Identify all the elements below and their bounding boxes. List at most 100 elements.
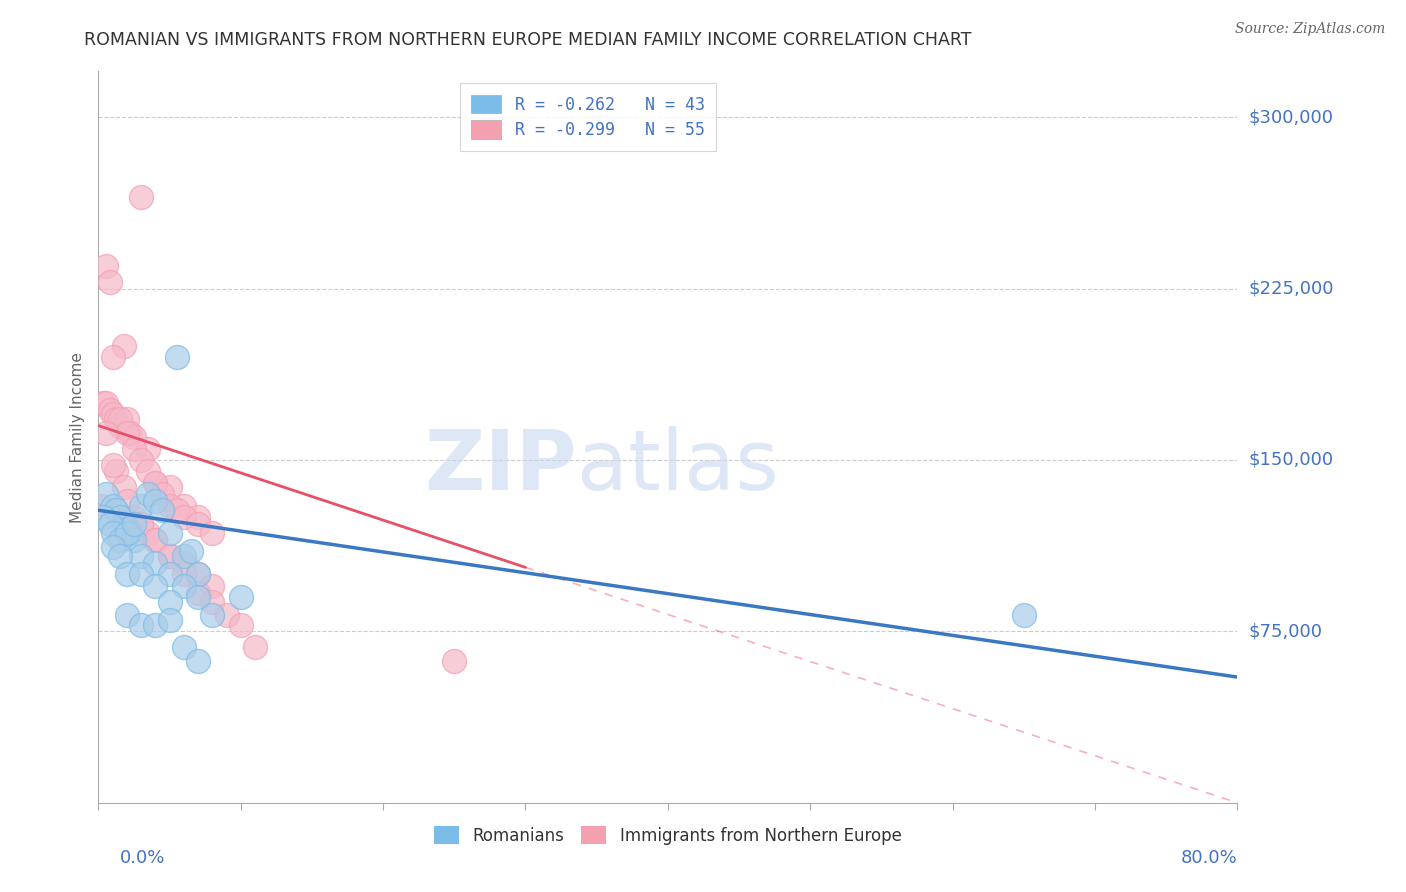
Point bbox=[108, 533, 131, 547]
Point bbox=[115, 526, 138, 541]
Point bbox=[94, 396, 117, 410]
Point bbox=[129, 516, 152, 531]
Text: $75,000: $75,000 bbox=[1249, 623, 1323, 640]
Point bbox=[118, 425, 141, 440]
Point bbox=[243, 640, 266, 655]
Point bbox=[136, 487, 159, 501]
Point bbox=[112, 516, 135, 531]
Point bbox=[152, 487, 174, 501]
Point bbox=[173, 579, 195, 593]
Point bbox=[101, 407, 124, 421]
Point bbox=[145, 533, 167, 547]
Point bbox=[173, 640, 195, 655]
Point bbox=[115, 567, 138, 582]
Point bbox=[101, 350, 124, 364]
Point bbox=[115, 494, 138, 508]
Point bbox=[122, 533, 145, 547]
Point bbox=[108, 510, 131, 524]
Point bbox=[136, 464, 159, 478]
Point bbox=[108, 549, 131, 563]
Legend: Romanians, Immigrants from Northern Europe: Romanians, Immigrants from Northern Euro… bbox=[426, 818, 910, 853]
Point bbox=[118, 526, 141, 541]
Point bbox=[104, 411, 127, 425]
Point bbox=[229, 617, 252, 632]
Point bbox=[94, 259, 117, 273]
Point bbox=[159, 549, 181, 563]
Point bbox=[159, 549, 181, 563]
Point bbox=[180, 544, 202, 558]
Point bbox=[201, 594, 224, 608]
Point bbox=[101, 499, 124, 513]
Point bbox=[98, 275, 121, 289]
Point bbox=[159, 594, 181, 608]
Y-axis label: Median Family Income: Median Family Income bbox=[70, 351, 86, 523]
Point bbox=[187, 510, 209, 524]
Point bbox=[443, 654, 465, 668]
Point bbox=[98, 402, 121, 417]
Point bbox=[129, 516, 152, 531]
Point bbox=[145, 617, 167, 632]
Point bbox=[129, 567, 152, 582]
Point bbox=[108, 411, 131, 425]
Text: $225,000: $225,000 bbox=[1249, 279, 1334, 298]
Text: ROMANIAN VS IMMIGRANTS FROM NORTHERN EUROPE MEDIAN FAMILY INCOME CORRELATION CHA: ROMANIAN VS IMMIGRANTS FROM NORTHERN EUR… bbox=[84, 31, 972, 49]
Point bbox=[115, 521, 138, 535]
Point bbox=[129, 549, 152, 563]
Point bbox=[101, 526, 124, 541]
Point bbox=[152, 503, 174, 517]
Text: ZIP: ZIP bbox=[425, 425, 576, 507]
Point bbox=[187, 567, 209, 582]
Text: $150,000: $150,000 bbox=[1249, 451, 1333, 469]
Point bbox=[122, 510, 145, 524]
Point bbox=[173, 549, 195, 563]
Point bbox=[108, 418, 131, 433]
Point bbox=[115, 411, 138, 425]
Point bbox=[122, 442, 145, 456]
Point bbox=[104, 464, 127, 478]
Point bbox=[173, 499, 195, 513]
Point bbox=[94, 487, 117, 501]
Point bbox=[187, 590, 209, 604]
Point bbox=[101, 458, 124, 472]
Point bbox=[145, 533, 167, 547]
Text: atlas: atlas bbox=[576, 425, 779, 507]
Point bbox=[145, 475, 167, 490]
Point bbox=[115, 425, 138, 440]
Point bbox=[173, 556, 195, 570]
Point bbox=[187, 585, 209, 599]
Point bbox=[229, 590, 252, 604]
Point bbox=[187, 654, 209, 668]
Point bbox=[215, 608, 238, 623]
Text: $300,000: $300,000 bbox=[1249, 108, 1333, 126]
Point bbox=[145, 579, 167, 593]
Point bbox=[166, 350, 188, 364]
Point bbox=[166, 503, 188, 517]
Point bbox=[159, 613, 181, 627]
Text: 0.0%: 0.0% bbox=[120, 849, 165, 867]
Point bbox=[201, 608, 224, 623]
Point bbox=[129, 499, 152, 513]
Point bbox=[90, 499, 112, 513]
Point bbox=[159, 526, 181, 541]
Point bbox=[145, 494, 167, 508]
Point bbox=[159, 480, 181, 494]
Point bbox=[145, 475, 167, 490]
Point bbox=[136, 442, 159, 456]
Point bbox=[187, 567, 209, 582]
Point bbox=[91, 510, 114, 524]
Text: 80.0%: 80.0% bbox=[1181, 849, 1237, 867]
Point bbox=[159, 567, 181, 582]
Point bbox=[1012, 608, 1035, 623]
Point bbox=[115, 608, 138, 623]
Point bbox=[129, 617, 152, 632]
Point bbox=[112, 480, 135, 494]
Point bbox=[122, 516, 145, 531]
Point bbox=[173, 510, 195, 524]
Point bbox=[122, 430, 145, 444]
Point bbox=[187, 516, 209, 531]
Point bbox=[159, 499, 181, 513]
Point bbox=[104, 503, 127, 517]
Point bbox=[112, 338, 135, 352]
Point bbox=[201, 579, 224, 593]
Point bbox=[145, 556, 167, 570]
